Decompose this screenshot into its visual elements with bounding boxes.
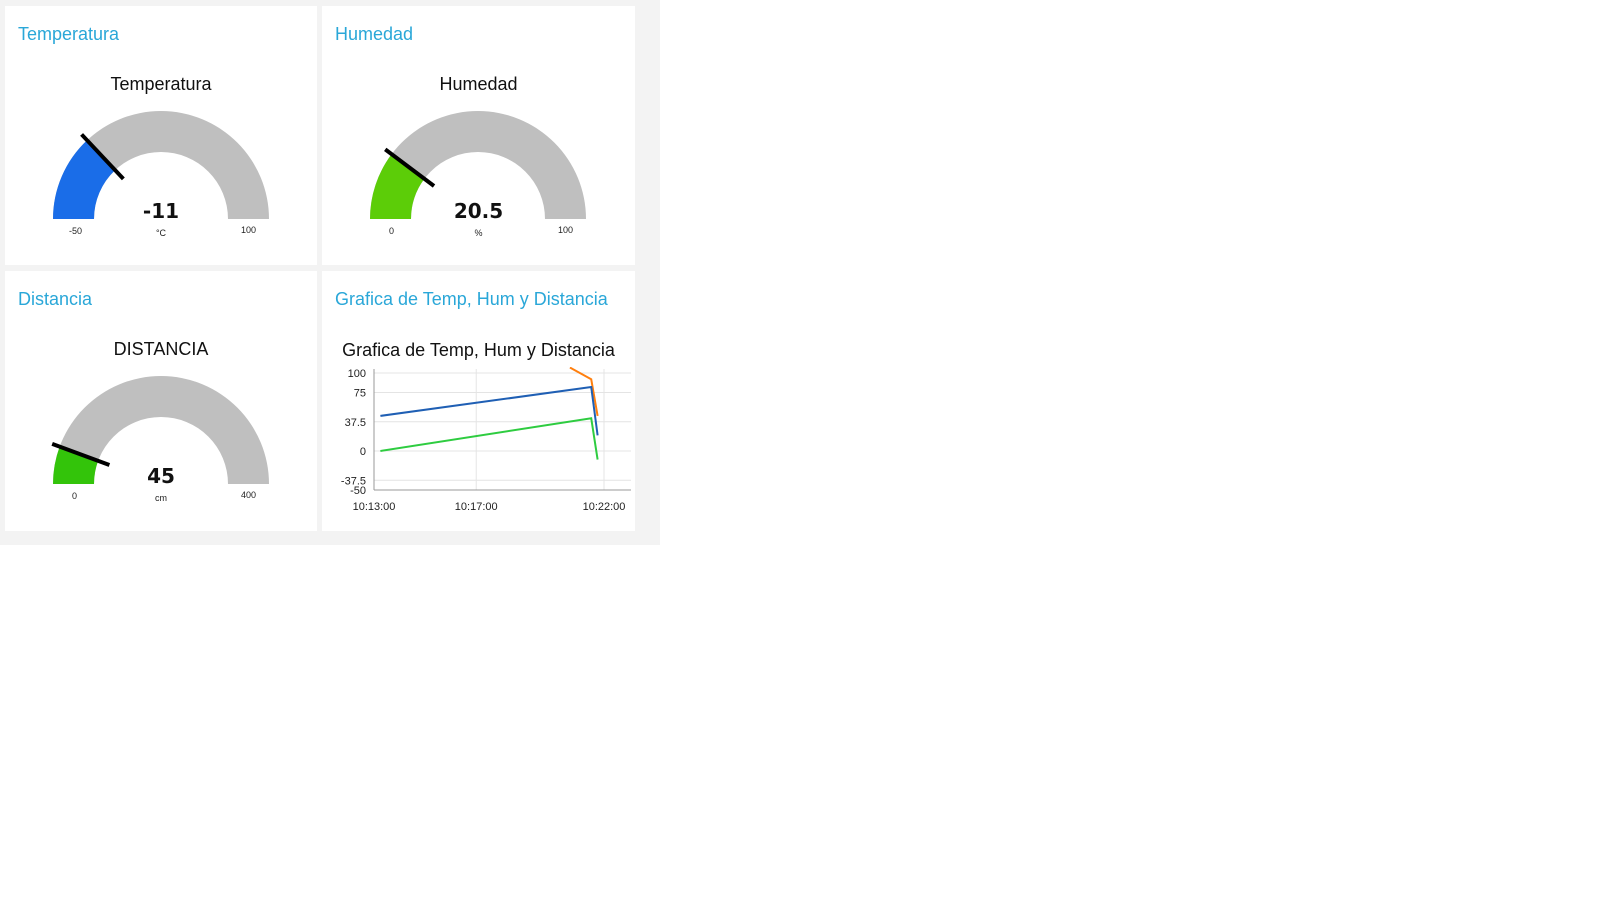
card-title: Distancia xyxy=(18,289,93,309)
card-title: Temperatura xyxy=(18,24,120,44)
y-tick-label: 37.5 xyxy=(345,417,366,429)
y-tick-label: 0 xyxy=(360,446,366,458)
chart-title: Grafica de Temp, Hum y Distancia xyxy=(342,340,615,360)
distance-gauge xyxy=(51,376,269,484)
gauge-value: 45 xyxy=(147,464,175,488)
gauge-fill xyxy=(53,446,99,484)
distance-card: Distancia DISTANCIA 45 cm 0 400 xyxy=(5,271,317,531)
y-tick-label: 75 xyxy=(354,388,366,400)
series-line-3 xyxy=(380,417,599,460)
series-line-2 xyxy=(380,385,599,436)
gauge-max-label: 100 xyxy=(558,225,574,235)
gauge-needle xyxy=(51,441,111,467)
gauge-track xyxy=(53,111,269,219)
gauge-units: cm xyxy=(155,493,167,503)
x-tick-label: 10:13:00 xyxy=(353,501,396,513)
gauge-needle xyxy=(80,133,125,181)
gauge-units: °C xyxy=(155,228,167,238)
series-line-1 xyxy=(569,367,599,417)
card-title: Grafica de Temp, Hum y Distancia xyxy=(335,289,608,309)
card-title: Humedad xyxy=(335,24,414,44)
y-tick-label: -50 xyxy=(350,485,366,497)
gauge-title: DISTANCIA xyxy=(113,339,209,359)
x-tick-label: 10:17:00 xyxy=(455,501,498,513)
gauge-min-label: 0 xyxy=(72,491,78,501)
gauge-min-label: -50 xyxy=(69,226,83,236)
gauge-max-label: 400 xyxy=(241,490,257,500)
gauge-units: % xyxy=(474,228,483,238)
gauge-needle xyxy=(384,147,436,188)
temperature-gauge xyxy=(53,111,269,219)
gauge-min-label: 0 xyxy=(389,226,395,236)
humidity-gauge xyxy=(370,111,586,219)
gauge-value: -11 xyxy=(142,199,180,223)
y-tick-label: 100 xyxy=(348,368,366,380)
humidity-card: Humedad Humedad 20.5 % 0 100 xyxy=(322,6,635,265)
gauge-max-label: 100 xyxy=(241,225,257,235)
line-chart: 100 75 37.5 0 -37.5-50 10:13:00 10:17:00 10:22:… xyxy=(341,367,631,513)
x-tick-label: 10:22:00 xyxy=(583,501,626,513)
gauge-value: 20.5 xyxy=(453,199,504,223)
temperature-card: Temperatura Temperatura -11 °C -50 100 xyxy=(5,6,317,265)
gauge-track xyxy=(370,111,586,219)
gauge-title: Temperatura xyxy=(110,74,212,94)
gauge-title: Humedad xyxy=(439,74,518,94)
y-tick-label: -37.5 xyxy=(341,475,366,487)
gauge-track xyxy=(53,376,269,484)
gauge-fill xyxy=(53,140,116,219)
